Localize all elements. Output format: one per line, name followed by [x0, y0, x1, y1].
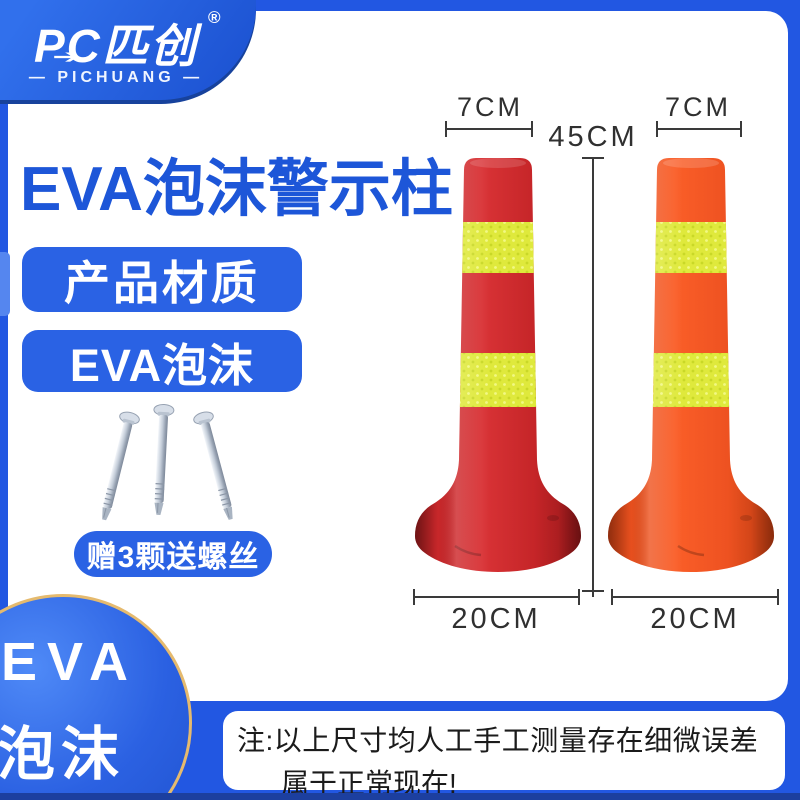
brand-logo-block: PC匹创 ® ➔ — PICHUANG — — [0, 0, 256, 100]
page-title: EVA泡沫警示柱 — [20, 155, 453, 224]
brand-logo-subtitle: — PICHUANG — — [28, 69, 204, 86]
dim-label-base-width-right: 20CM — [650, 603, 740, 635]
circle-text-line2: 泡沫 — [0, 722, 126, 787]
expansion-screws-icon — [100, 403, 240, 523]
orange-post-image — [608, 158, 774, 572]
registered-trademark-icon: ® — [208, 8, 221, 27]
red-post-image — [415, 158, 581, 572]
eva-foam-circle-stamp: EVA 泡沫 — [0, 594, 192, 800]
badge-product-material: 产品材质 — [22, 247, 302, 312]
circle-text-line1: EVA — [1, 632, 139, 692]
badge-eva-foam: EVA泡沫 — [22, 330, 302, 392]
note-line-1: 注:以上尺寸均人工手工测量存在细微误差 — [237, 725, 759, 756]
bottom-navy-strip — [0, 793, 800, 800]
brand-logo-text: PC匹创 — [34, 20, 198, 72]
dim-label-top-width-right: 7CM — [664, 92, 731, 122]
measurement-note-box: 注:以上尺寸均人工手工测量存在细微误差 属于正常现在! — [223, 711, 785, 799]
gift-screws-pill: 赠3颗送螺丝 — [74, 531, 272, 577]
left-accent-tab — [0, 252, 10, 316]
dim-label-base-width-left: 20CM — [451, 603, 541, 635]
logo-arrow-icon: ➔ — [52, 47, 80, 68]
dim-label-height: 45CM — [548, 121, 638, 153]
dim-label-top-width-left: 7CM — [456, 92, 523, 122]
